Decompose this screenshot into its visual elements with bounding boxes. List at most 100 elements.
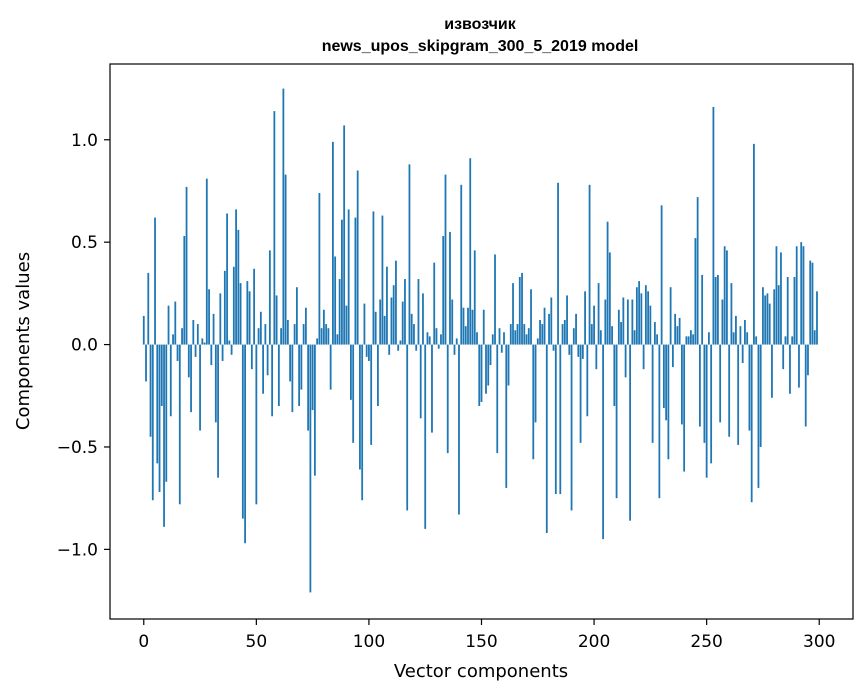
bar-111 (392, 285, 395, 345)
bar-141 (460, 184, 463, 345)
y-tick-label: −0.5 (57, 438, 98, 458)
bar-268 (746, 332, 749, 345)
bar-28 (205, 178, 208, 345)
bar-70 (300, 344, 303, 390)
bar-289 (793, 276, 796, 345)
bar-294 (804, 344, 807, 427)
bar-214 (624, 344, 627, 378)
bar-51 (257, 328, 260, 345)
bar-53 (262, 344, 264, 394)
bar-228 (656, 334, 659, 345)
bar-101 (370, 344, 373, 445)
bar-259 (726, 250, 728, 345)
bar-278 (768, 303, 771, 345)
bar-126 (426, 332, 429, 345)
bar-132 (440, 334, 442, 345)
bar-159 (500, 344, 503, 353)
bar-35 (221, 344, 224, 361)
x-tick-label: 100 (353, 632, 385, 652)
bar-114 (399, 340, 402, 345)
bar-115 (401, 301, 404, 345)
bar-40 (232, 266, 235, 345)
bar-155 (491, 334, 494, 345)
bar-139 (455, 338, 458, 345)
bar-250 (705, 344, 708, 478)
chart-title: извозчик (444, 16, 516, 33)
bar-50 (255, 344, 258, 505)
bar-245 (694, 238, 697, 345)
bar-151 (482, 309, 485, 345)
bar-134 (444, 174, 447, 345)
bar-238 (678, 317, 681, 345)
bar-290 (795, 246, 798, 345)
bar-90 (345, 305, 348, 345)
bar-124 (422, 293, 424, 345)
bar-107 (383, 315, 386, 345)
bar-156 (494, 254, 496, 345)
bar-36 (223, 270, 226, 345)
bar-113 (397, 344, 400, 351)
x-tick-label: 0 (138, 632, 149, 652)
bar-80 (322, 309, 325, 345)
bar-253 (712, 107, 715, 345)
bar-181 (550, 297, 553, 345)
bar-157 (496, 344, 499, 454)
bar-41 (235, 209, 237, 345)
bar-279 (771, 344, 773, 398)
bar-166 (516, 324, 519, 345)
bar-149 (478, 344, 481, 407)
bar-248 (701, 274, 704, 345)
bar-272 (755, 336, 758, 345)
bar-171 (527, 328, 530, 345)
bar-73 (307, 344, 310, 431)
bar-142 (462, 307, 465, 345)
bar-276 (764, 295, 767, 345)
bar-24 (196, 324, 199, 345)
bar-61 (280, 328, 283, 345)
bar-297 (811, 262, 814, 345)
bar-18 (183, 236, 186, 345)
bar-13 (172, 334, 174, 345)
bar-56 (268, 250, 271, 345)
bar-164 (512, 283, 514, 345)
bar-201 (595, 344, 598, 370)
bar-197 (586, 344, 589, 417)
bar-91 (347, 209, 350, 345)
bar-135 (446, 344, 449, 454)
bar-215 (626, 299, 629, 345)
bar-27 (203, 342, 206, 345)
bar-219 (635, 287, 638, 345)
bar-86 (336, 334, 339, 345)
bar-236 (674, 313, 677, 345)
bar-48 (250, 344, 253, 370)
bar-20 (187, 344, 190, 378)
bar-19 (185, 186, 188, 345)
bar-205 (604, 299, 607, 345)
bar-232 (665, 344, 668, 421)
bar-295 (807, 344, 809, 376)
bar-32 (214, 344, 217, 423)
bar-31 (212, 313, 215, 345)
bar-9 (163, 344, 165, 527)
bar-109 (388, 344, 391, 355)
bar-180 (548, 313, 550, 345)
bar-281 (775, 246, 778, 345)
bar-77 (316, 338, 319, 345)
bar-63 (284, 174, 287, 345)
bar-163 (509, 324, 512, 345)
bar-256 (719, 344, 722, 423)
x-tick-label: 50 (246, 632, 268, 652)
bar-33 (217, 344, 219, 478)
bar-96 (359, 344, 361, 470)
bar-15 (176, 344, 179, 361)
bar-183 (554, 344, 557, 495)
bar-105 (379, 299, 382, 345)
bar-244 (692, 334, 695, 345)
bar-55 (266, 344, 269, 376)
x-axis: 0 50 100 150 200 250 300 (138, 619, 835, 652)
bar-203 (599, 330, 602, 345)
bar-45 (244, 344, 246, 544)
bar-194 (579, 344, 582, 443)
bar-137 (451, 299, 454, 345)
